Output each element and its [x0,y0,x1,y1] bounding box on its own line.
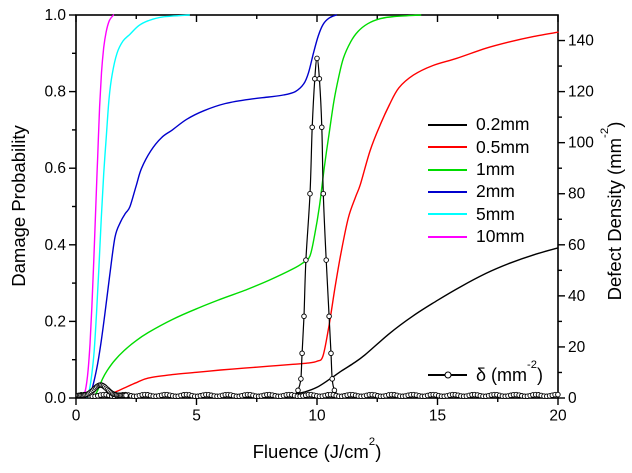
y-right-axis-title: Defect Density (mm-2) [598,121,625,301]
delta-peak-marker [319,124,325,131]
delta-peak-marker [331,387,338,394]
legend-label: 1mm [476,158,515,179]
y-right-tick-label: 20 [568,339,586,356]
x-tick-label: 15 [429,407,446,424]
delta-peak-marker [320,190,327,197]
y-left-tick-label: 0.4 [44,237,66,254]
delta-peak-marker [307,190,313,197]
delta-legend-line [428,371,467,379]
y-left-axis-title: Damage Probability [8,125,29,287]
delta-peak-marker [312,76,318,82]
delta-legend: δ (mm-2) [428,358,543,387]
x-axis-title-superscript: 2 [368,435,376,448]
legend-label: 2mm [476,181,515,202]
y-right-tick-label: 60 [568,237,586,254]
delta-peak-marker [314,55,320,62]
y-right-tick-label: 140 [568,33,594,50]
delta-legend-label: δ (mm-2) [476,358,543,385]
legend-line-swatch [428,191,467,194]
delta-baseline-marker [555,391,561,398]
legend-entry-0.5mm: 0.5mm [428,136,529,158]
legend-entry-5mm: 5mm [428,203,529,225]
y-left-tick-label: 0.8 [44,84,66,101]
legend-entry-2mm: 2mm [428,181,529,203]
y-left-tick-label: 0.0 [44,390,66,407]
legend-entry-10mm: 10mm [428,225,529,247]
y-right-tick-label: 40 [568,288,586,305]
series-line-1mm [92,14,422,399]
y-right-tick-label: 80 [568,186,586,203]
delta-peak-marker [329,376,335,382]
delta-peak-marker [326,313,332,320]
x-tick-label: 10 [308,407,326,424]
x-tick-label: 5 [192,407,201,424]
delta-peak-marker [298,376,304,382]
series-line-0.5mm [95,31,559,399]
x-tick-label: 0 [72,407,81,424]
series-line-10mm [83,14,115,398]
delta-peak-marker [303,257,309,263]
legend-label: 10mm [476,225,525,246]
legend-line-swatch [428,146,467,149]
legend-line-swatch [428,235,467,238]
delta-peak-marker [301,313,307,320]
y-right-tick-label: 100 [568,135,594,152]
legend-line-swatch [428,213,467,216]
delta-peak-marker [328,350,334,357]
delta-peak-marker [323,257,329,263]
legend-label: 0.5mm [476,136,530,157]
legend-label: 0.2mm [476,114,530,135]
delta-bump-marker [123,392,129,399]
y-left-tick-label: 0.6 [44,160,66,177]
y-right-tick-label: 120 [568,84,594,101]
delta-peak-marker [309,124,315,131]
x-axis-title: Fluence (J/cm2) [252,435,382,462]
legend-entry-0.2mm: 0.2mm [428,114,529,136]
legend-line-swatch [428,124,467,127]
delta-peak-marker [299,350,305,357]
delta-peak-marker [295,387,301,394]
legend-line-swatch [428,168,467,171]
open-circle-marker-icon [444,371,451,379]
series-legend: 0.2mm 0.5mm 1mm 2mm 5mm 10mm [428,114,529,248]
series-line-2mm [87,14,337,398]
y-left-tick-label: 1.0 [44,7,66,24]
x-tick-label: 20 [549,407,567,424]
y-left-tick-label: 0.2 [44,313,66,330]
y-right-axis-title-superscript: -2 [598,127,611,138]
delta-peak-marker [316,76,323,82]
y-right-tick-label: 0 [568,390,577,407]
legend-label: 5mm [476,203,515,224]
legend-entry-1mm: 1mm [428,159,529,181]
series-line-5mm [86,14,190,398]
